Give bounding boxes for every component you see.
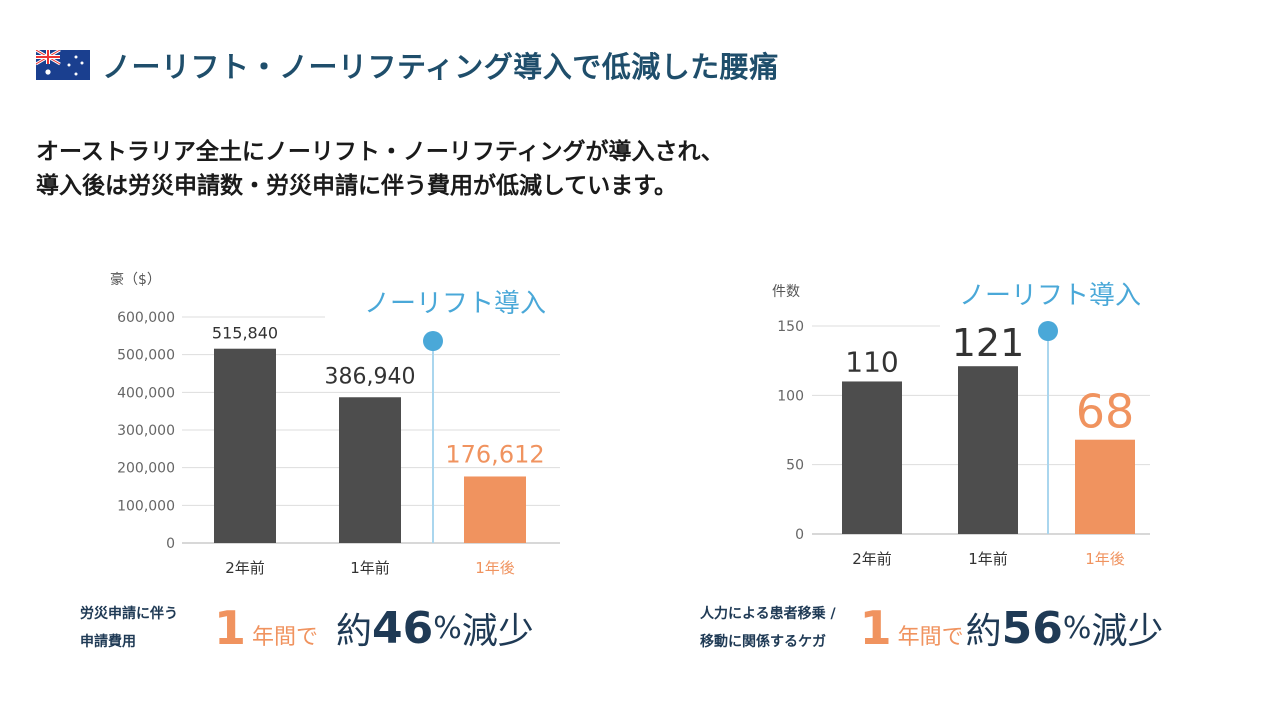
summary-decrease: 減少 bbox=[1091, 611, 1164, 652]
intro-annotation: ノーリフト導入 bbox=[364, 289, 546, 319]
summary-label-line-1: 人力による患者移乗 / bbox=[700, 606, 836, 622]
cost-chart: 豪（$） 0 100,000 200,000 300,000 400,000 500,000… bbox=[110, 272, 560, 577]
intro-marker-dot bbox=[1038, 321, 1058, 341]
bar-1年後 bbox=[1075, 439, 1135, 534]
y-tick-label: 0 bbox=[166, 536, 175, 552]
y-tick-label: 600,000 bbox=[117, 310, 175, 326]
data-label: 515,840 bbox=[212, 324, 278, 343]
summary-approx: 約 bbox=[965, 611, 1002, 652]
y-tick-label: 100 bbox=[777, 388, 804, 404]
data-label: 110 bbox=[845, 345, 898, 378]
data-label: 121 bbox=[952, 321, 1025, 365]
y-tick-label: 50 bbox=[786, 458, 804, 474]
y-tick-label: 500,000 bbox=[117, 348, 175, 364]
x-tick-label: 2年前 bbox=[852, 550, 892, 568]
x-tick-label: 1年前 bbox=[968, 550, 1008, 568]
summary-label-line-2: 移動に関係するケガ bbox=[700, 634, 826, 650]
summary-decrease: 減少 bbox=[461, 611, 534, 652]
australia-flag-icon bbox=[36, 50, 90, 80]
summary-one: 1 bbox=[214, 601, 247, 655]
page-title: ノーリフト・ノーリフティング導入で低減した腰痛 bbox=[102, 50, 779, 84]
x-tick-label: 1年後 bbox=[1085, 550, 1125, 568]
summary-period: 年間で bbox=[897, 625, 964, 650]
bar-1年前 bbox=[958, 366, 1018, 534]
bar-1年後 bbox=[464, 476, 526, 543]
bar-2年前 bbox=[842, 381, 902, 534]
count-chart: 件数 0 50 100 150 ノーリフト導入 110 2年前 121 1年前 68 1年後 bbox=[772, 281, 1150, 568]
summary-period: 年間で bbox=[252, 625, 319, 650]
lead-text: オーストラリア全土にノーリフト・ノーリフティングが導入され、 導入後は労災申請数… bbox=[36, 135, 724, 203]
summary-cost: 労災申請に伴う 申請費用 1 年間で 約 46 % 減少 bbox=[80, 600, 534, 656]
summary-injury: 人力による患者移乗 / 移動に関係するケガ 1 年間で 約 56 % 減少 bbox=[700, 600, 1163, 656]
summary-percent: % bbox=[433, 610, 462, 646]
bar-1年前 bbox=[339, 397, 401, 543]
summary-label-line-1: 労災申請に伴う bbox=[80, 606, 178, 622]
summary-number: 56 bbox=[1001, 602, 1063, 654]
summary-number: 46 bbox=[372, 602, 434, 654]
y-tick-label: 300,000 bbox=[117, 423, 175, 439]
intro-marker-dot bbox=[423, 331, 443, 351]
summary-label-line-2: 申請費用 bbox=[80, 634, 136, 650]
x-tick-label: 1年前 bbox=[350, 559, 390, 577]
summary-label: 人力による患者移乗 / 移動に関係するケガ bbox=[700, 600, 836, 656]
y-tick-label: 200,000 bbox=[117, 461, 175, 477]
data-label: 176,612 bbox=[445, 440, 544, 468]
x-tick-label: 1年後 bbox=[475, 559, 515, 577]
y-axis-label: 件数 bbox=[772, 284, 800, 300]
intro-annotation: ノーリフト導入 bbox=[959, 281, 1141, 311]
x-tick-label: 2年前 bbox=[225, 559, 265, 577]
lead-line-2: 導入後は労災申請数・労災申請に伴う費用が低減しています。 bbox=[36, 173, 678, 199]
title-row: ノーリフト・ノーリフティング導入で低減した腰痛 bbox=[36, 44, 779, 86]
summary-one: 1 bbox=[859, 601, 892, 655]
bar-2年前 bbox=[214, 348, 276, 543]
lead-line-1: オーストラリア全土にノーリフト・ノーリフティングが導入され、 bbox=[36, 139, 724, 165]
y-tick-label: 100,000 bbox=[117, 498, 175, 514]
data-label: 68 bbox=[1076, 385, 1135, 439]
y-axis-label: 豪（$） bbox=[110, 272, 161, 288]
y-tick-label: 0 bbox=[795, 527, 804, 543]
data-label: 386,940 bbox=[325, 364, 416, 389]
summary-percent: % bbox=[1062, 610, 1092, 646]
y-tick-label: 400,000 bbox=[117, 385, 175, 401]
summary-approx: 約 bbox=[336, 611, 373, 652]
y-tick-label: 150 bbox=[777, 319, 804, 335]
summary-label: 労災申請に伴う 申請費用 bbox=[80, 600, 178, 656]
